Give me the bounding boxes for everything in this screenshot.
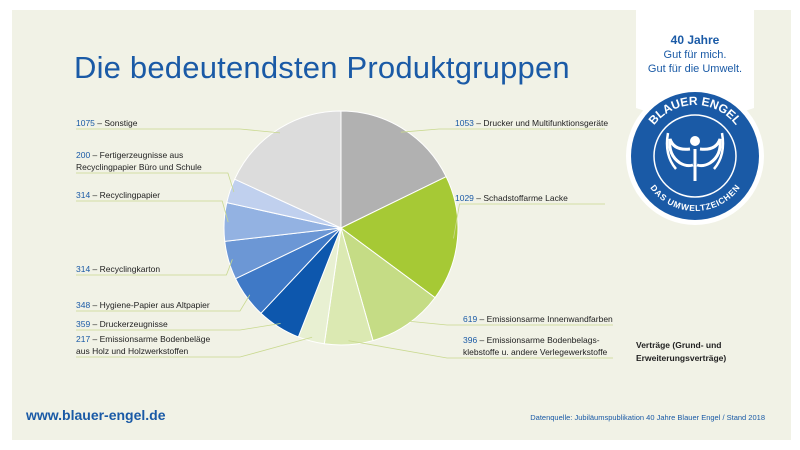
slice-category: – Emissionsarme Bodenbeläge bbox=[90, 334, 210, 344]
pie-slice bbox=[340, 176, 459, 299]
slice-label: 1075 – Sonstige bbox=[76, 118, 138, 128]
page-title: Die bedeutendsten Produktgruppen bbox=[74, 50, 570, 85]
legend-note-line-2: Erweiterungsverträge) bbox=[636, 353, 727, 363]
slice-category: – Emissionsarme Bodenbelags- bbox=[477, 335, 600, 345]
slice-label: Recyclingpapier Büro und Schule bbox=[76, 162, 202, 172]
legend-note-line-1: Verträge (Grund- und bbox=[636, 340, 722, 350]
leader-line bbox=[76, 323, 281, 331]
slice-category: – Schadstoffarme Lacke bbox=[474, 193, 568, 203]
slice-value: 314 bbox=[76, 264, 90, 274]
slice-label: 314 – Recyclingkarton bbox=[76, 264, 160, 274]
slice-label: 217 – Emissionsarme Bodenbeläge bbox=[76, 334, 210, 344]
slice-value: 619 bbox=[463, 314, 477, 324]
leader-line bbox=[76, 294, 251, 312]
slice-value: 359 bbox=[76, 319, 90, 329]
slice-label: 1053 – Drucker und Multifunktionsgeräte bbox=[455, 118, 608, 128]
slice-category: – Emissionsarme Innenwandfarben bbox=[477, 314, 613, 324]
slice-label: klebstoffe u. andere Verlegewerkstoffe bbox=[463, 347, 608, 357]
leader-line bbox=[76, 172, 235, 193]
leader-line bbox=[453, 203, 605, 239]
slice-category: – Fertigerzeugnisse aus bbox=[90, 150, 183, 160]
slice-label: 619 – Emissionsarme Innenwandfarben bbox=[463, 314, 613, 324]
slice-label: 200 – Fertigerzeugnisse aus bbox=[76, 150, 183, 160]
slice-value: 1029 bbox=[455, 193, 474, 203]
badge-line-1: 40 Jahre bbox=[670, 33, 720, 47]
badge-line-2: Gut für mich. bbox=[663, 49, 727, 61]
angel-icon bbox=[665, 132, 725, 181]
leader-line bbox=[76, 200, 229, 223]
pie-slice bbox=[340, 226, 436, 342]
slice-label: aus Holz und Holzwerkstoffen bbox=[76, 346, 189, 356]
leader-line bbox=[405, 320, 613, 326]
slice-category: – Hygiene-Papier aus Altpapier bbox=[90, 300, 210, 310]
data-source-note: Datenquelle: Jubiläumspublikation 40 Jah… bbox=[530, 413, 765, 422]
slice-value: 396 bbox=[463, 335, 477, 345]
pie-slice bbox=[234, 110, 342, 229]
slice-value: 314 bbox=[76, 190, 90, 200]
slice-category: – Recyclingpapier bbox=[90, 190, 160, 200]
slice-label: 396 – Emissionsarme Bodenbelags- bbox=[463, 335, 600, 345]
slice-category: – Sonstige bbox=[95, 118, 138, 128]
website-link[interactable]: www.blauer-engel.de bbox=[26, 407, 166, 423]
leader-line bbox=[348, 340, 613, 359]
badge-line-3: Gut für die Umwelt. bbox=[647, 63, 743, 75]
blauer-engel-seal-logo: BLAUER ENGEL DAS UMWELTZEICHEN bbox=[626, 87, 764, 225]
legend-note: Verträge (Grund- und Erweiterungsverträg… bbox=[636, 339, 726, 365]
slice-label: 1029 – Schadstoffarme Lacke bbox=[455, 193, 568, 203]
slice-value: 1053 bbox=[455, 118, 474, 128]
slice-label: 348 – Hygiene-Papier aus Altpapier bbox=[76, 300, 210, 310]
slice-value: 348 bbox=[76, 300, 90, 310]
leader-line bbox=[400, 128, 605, 133]
slice-value: 200 bbox=[76, 150, 90, 160]
slice-label: 314 – Recyclingpapier bbox=[76, 190, 160, 200]
leader-line bbox=[76, 128, 281, 134]
slice-value: 1075 bbox=[76, 118, 95, 128]
pie-slice bbox=[340, 110, 447, 229]
slice-category: – Drucker und Multifunktionsgeräte bbox=[474, 118, 608, 128]
leader-line bbox=[76, 259, 233, 276]
slice-label: 359 – Druckerzeugnisse bbox=[76, 319, 168, 329]
leader-line bbox=[76, 336, 313, 358]
slice-category: – Recyclingkarton bbox=[90, 264, 160, 274]
slice-category: – Druckerzeugnisse bbox=[90, 319, 168, 329]
slice-value: 217 bbox=[76, 334, 90, 344]
